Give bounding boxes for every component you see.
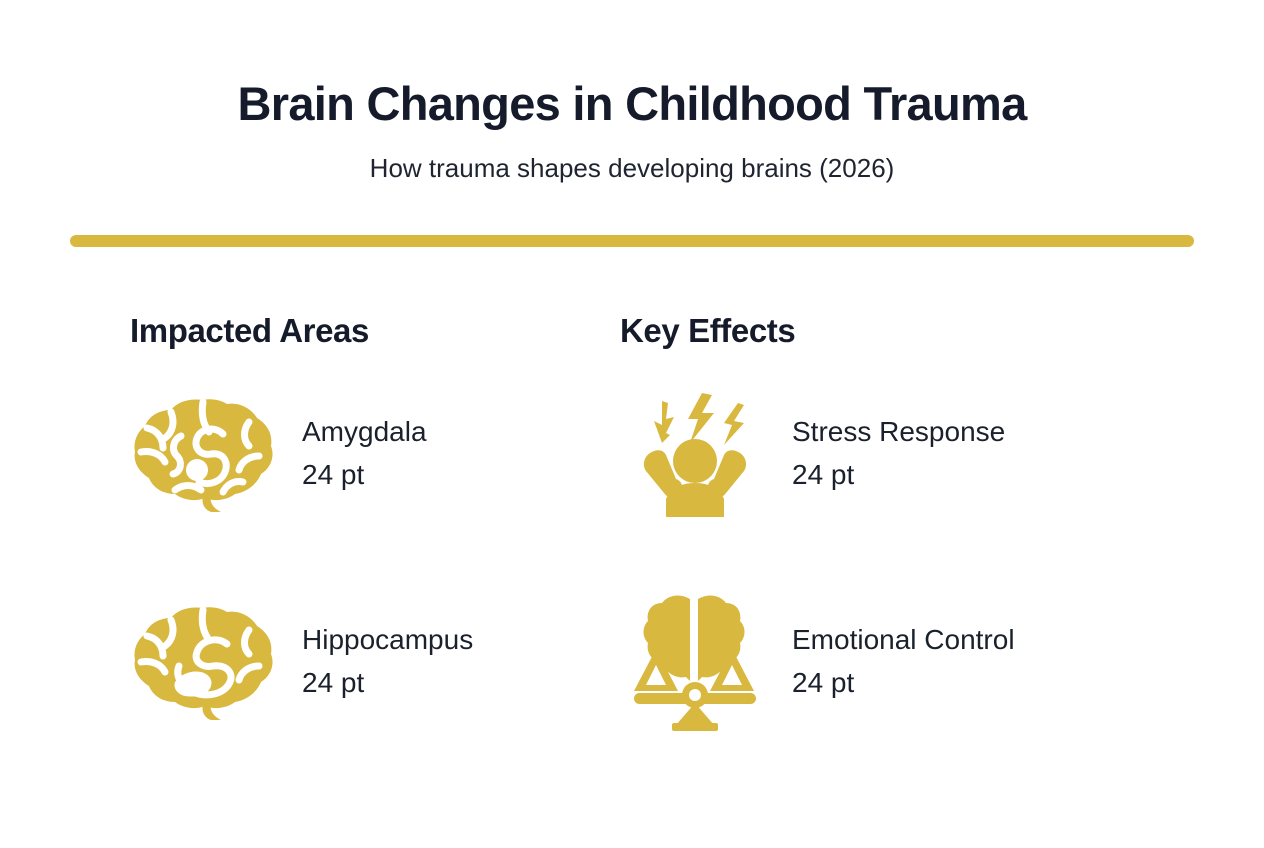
page-title: Brain Changes in Childhood Trauma xyxy=(237,77,1027,130)
section-title-key-effects: Key Effects xyxy=(620,312,796,349)
list-item-label: Stress Response xyxy=(792,416,1006,448)
brain-icon xyxy=(130,394,280,514)
header: Brain Changes in Childhood Trauma How tr… xyxy=(0,0,1264,184)
column-key-effects: Key Effects xyxy=(560,312,1264,731)
section-title-impacted-areas: Impacted Areas xyxy=(130,312,369,349)
list-item: Amygdala 24 pt xyxy=(130,394,560,514)
list-item-text: Hippocampus 24 pt xyxy=(280,626,473,697)
brain-icon xyxy=(130,602,280,722)
list-item-text: Emotional Control 24 pt xyxy=(770,626,1015,697)
list-item-label: Hippocampus xyxy=(302,624,474,656)
list-item: Emotional Control 24 pt xyxy=(620,595,1264,731)
list-item: Hippocampus 24 pt xyxy=(130,602,560,722)
brain-balance-scale-icon xyxy=(620,595,770,731)
list-item-label: Amygdala xyxy=(302,416,427,448)
content-columns: Impacted Areas xyxy=(0,312,1264,731)
list-item-value: 24 pt xyxy=(302,458,365,490)
list-item-text: Stress Response 24 pt xyxy=(770,418,1005,489)
list-item-text: Amygdala 24 pt xyxy=(280,418,427,489)
list-item-label: Emotional Control xyxy=(792,624,1015,656)
page-subtitle: How trauma shapes developing brains (202… xyxy=(369,152,895,183)
list-item-value: 24 pt xyxy=(792,666,855,698)
list-item-value: 24 pt xyxy=(302,666,365,698)
list-item: Stress Response 24 pt xyxy=(620,392,1264,517)
stressed-person-icon xyxy=(620,392,770,517)
column-impacted-areas: Impacted Areas xyxy=(0,312,560,722)
list-item-value: 24 pt xyxy=(792,458,855,490)
accent-divider xyxy=(70,235,1194,247)
